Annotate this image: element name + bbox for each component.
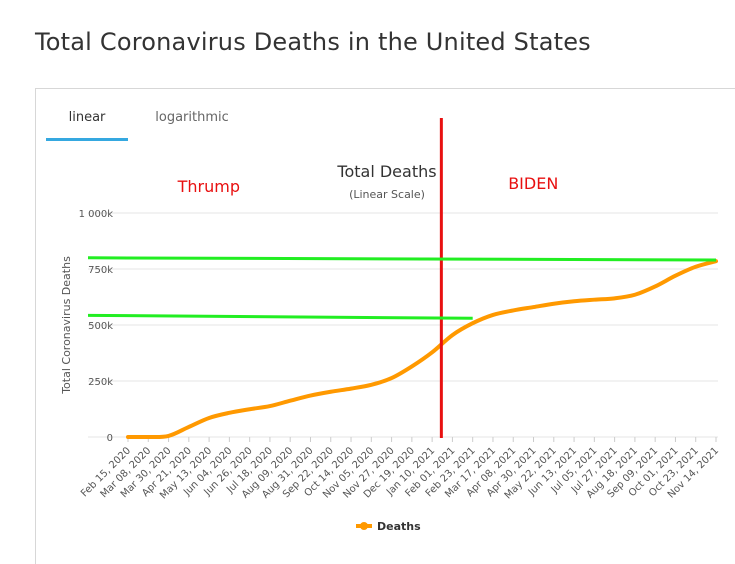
legend-label[interactable]: Deaths <box>377 520 421 533</box>
data-point <box>288 399 292 403</box>
data-point <box>613 296 617 300</box>
chart-title: Total Deaths <box>336 162 436 181</box>
legend: Deaths <box>356 520 421 533</box>
data-point <box>592 298 596 302</box>
series-layer <box>126 259 718 440</box>
tab-logarithmic[interactable]: logarithmic <box>155 110 229 125</box>
reference-trend-line <box>87 313 473 320</box>
data-point <box>430 350 434 354</box>
data-point <box>471 321 475 325</box>
chart-subtitle: (Linear Scale) <box>349 188 425 201</box>
legend-swatch-marker <box>360 522 368 530</box>
data-point <box>552 302 556 306</box>
data-point <box>227 411 231 415</box>
data-point <box>694 265 698 269</box>
data-point <box>146 435 150 439</box>
data-point <box>166 434 171 438</box>
data-point <box>207 416 211 420</box>
data-point <box>410 364 414 369</box>
data-point <box>653 284 657 289</box>
y-tick-label: 1 000k <box>79 209 114 220</box>
data-point <box>491 313 495 317</box>
y-axis-label: Total Coronavirus Deaths <box>60 256 73 395</box>
data-point <box>187 425 191 429</box>
annotation-label: BIDEN <box>508 174 558 193</box>
reference-trend-line <box>87 256 717 262</box>
annotation-label: Thrump <box>177 177 240 196</box>
annotations: Thrump BIDEN <box>87 118 717 438</box>
y-tick-label: 0 <box>107 433 113 444</box>
data-point <box>511 308 515 313</box>
data-point <box>329 390 333 394</box>
data-point <box>369 383 373 387</box>
data-point <box>572 299 576 303</box>
page-title: Total Coronavirus Deaths in the United S… <box>35 28 591 56</box>
y-tick-label: 750k <box>88 265 113 276</box>
data-point <box>349 387 353 391</box>
y-axis-ticks: 0 250k 500k 750k 1 000k <box>79 209 114 444</box>
data-point <box>268 404 272 408</box>
data-point <box>248 407 252 411</box>
data-point <box>308 393 313 398</box>
y-tick-label: 500k <box>88 321 113 332</box>
tab-linear[interactable]: linear <box>46 105 128 141</box>
grid-lines <box>88 212 718 438</box>
data-point <box>126 435 130 439</box>
data-point <box>531 305 536 309</box>
y-tick-label: 250k <box>88 377 113 388</box>
data-point <box>389 376 394 380</box>
data-point <box>450 333 455 337</box>
chart-panel <box>35 88 735 564</box>
data-point <box>633 293 637 297</box>
deaths-series-line <box>126 259 718 440</box>
data-point <box>673 274 678 278</box>
